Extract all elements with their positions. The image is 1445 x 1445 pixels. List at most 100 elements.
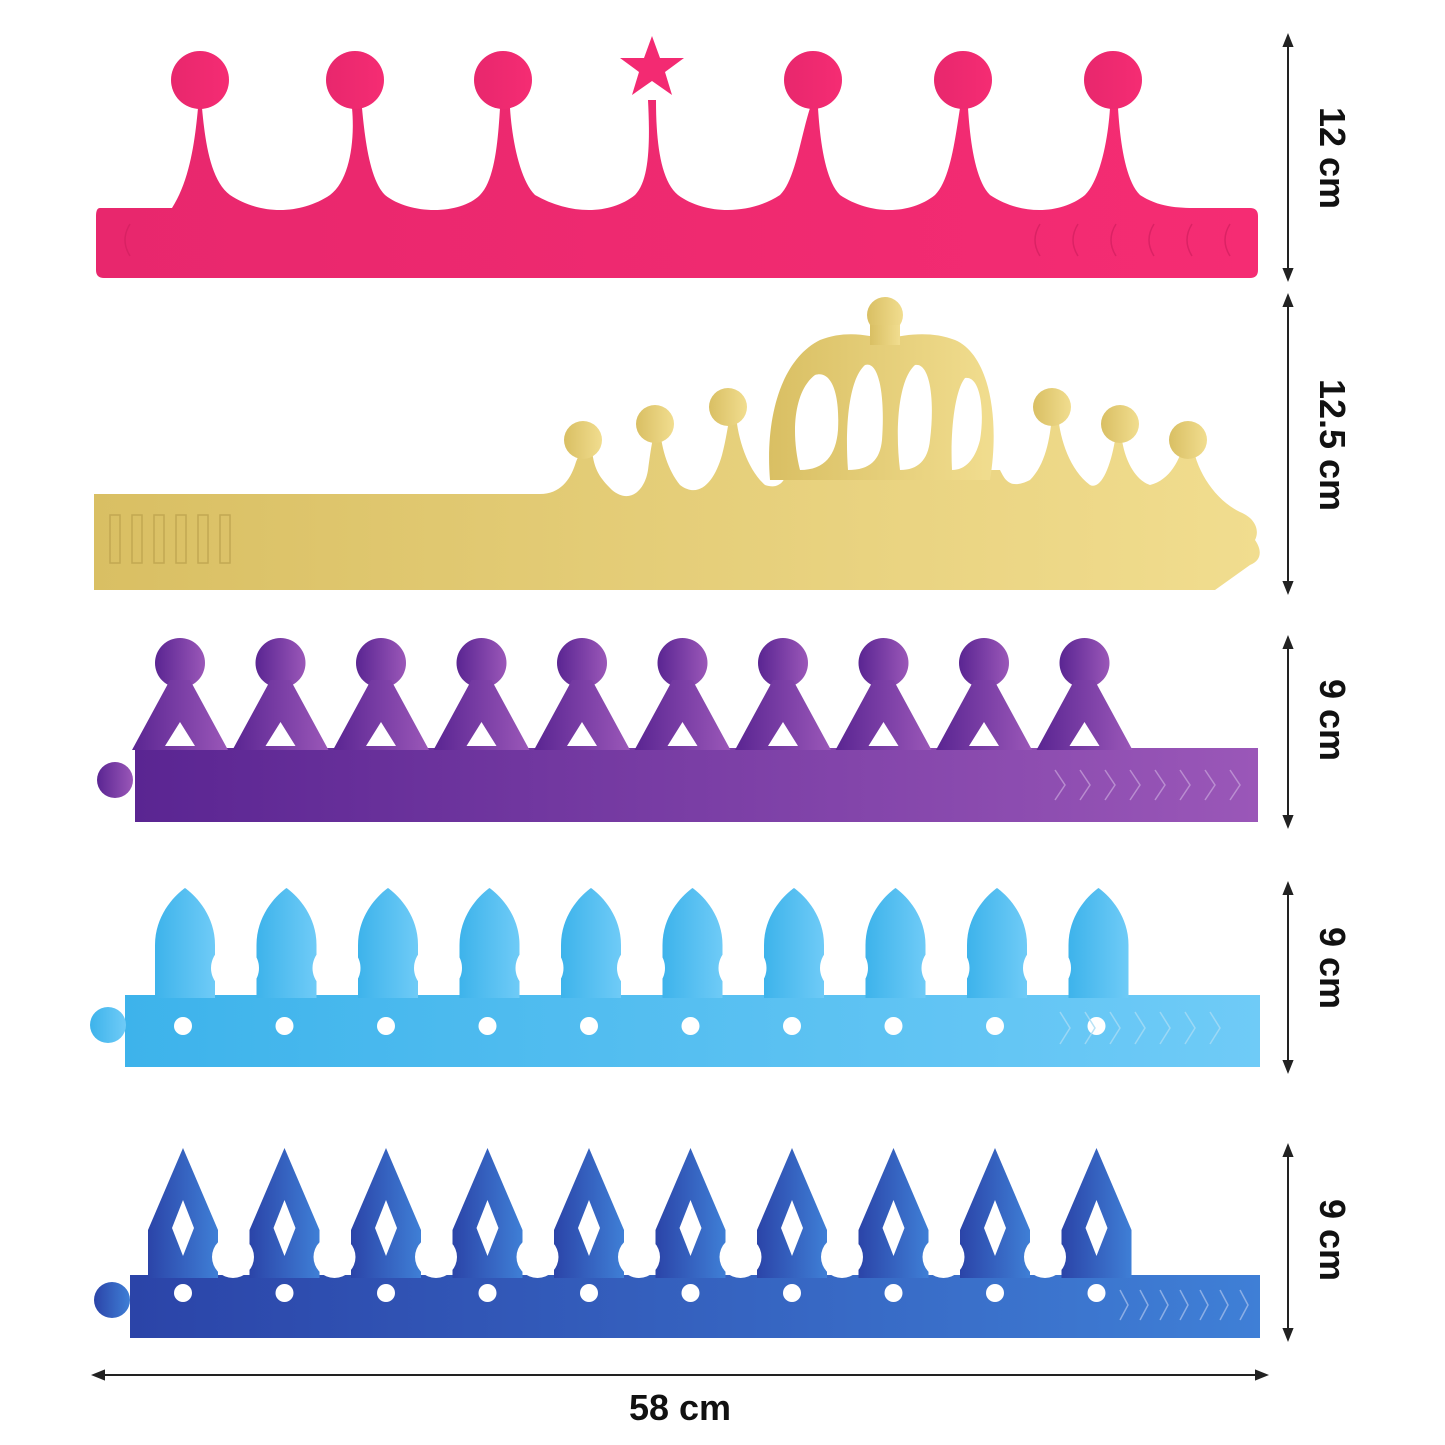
purple-tip-base (433, 680, 530, 750)
star-icon (620, 36, 684, 95)
height-label-gold: 12.5 cm (1312, 379, 1353, 511)
height-label-purple: 9 cm (1312, 679, 1353, 761)
sky-tip (358, 888, 418, 998)
round-notch (921, 944, 970, 992)
round-notch (820, 944, 868, 992)
triangle-cutout (969, 722, 999, 746)
purple-tip-base (735, 680, 831, 750)
purple-tip-base (534, 680, 630, 750)
sky-tip (1068, 888, 1129, 998)
diamond-cutout (578, 1200, 600, 1256)
dot-cutout (275, 1284, 294, 1302)
triangle-cutout (1069, 722, 1100, 746)
crown-purple (97, 638, 1258, 822)
dot-cutout (478, 1017, 497, 1035)
sky-tip (561, 888, 621, 998)
dot-cutout (478, 1284, 497, 1302)
purple-tip (959, 638, 1009, 688)
dot-cutout (783, 1284, 801, 1302)
dot-cutout (986, 1284, 1004, 1302)
crown-gold (94, 297, 1260, 590)
round-notch (515, 944, 564, 992)
crown-blue (94, 1148, 1260, 1338)
triangle-cutout (265, 722, 296, 746)
round-notch (212, 1236, 254, 1278)
dot-cutout (580, 1284, 598, 1302)
purple-tip-base (333, 680, 429, 750)
purple-tip (356, 638, 406, 688)
triangle-cutout (567, 722, 597, 746)
round-notch (617, 944, 665, 992)
purple-tip-base (1036, 680, 1133, 750)
round-notch (414, 944, 462, 992)
diamond-cutout (781, 1200, 803, 1256)
triangle-cutout (165, 722, 195, 746)
purple-tip-base (132, 680, 228, 750)
dot-cutout (783, 1017, 801, 1035)
purple-tip (1059, 638, 1110, 688)
diamond-cutout (679, 1200, 702, 1256)
purple-tip (255, 638, 306, 688)
height-label-sky: 9 cm (1312, 927, 1353, 1009)
dot-cutout (986, 1017, 1004, 1035)
round-notch (719, 1236, 762, 1278)
round-notch (922, 1236, 965, 1278)
sky-tip (662, 888, 723, 998)
purple-tip (155, 638, 205, 688)
dot-cutout (1087, 1017, 1106, 1035)
triangle-cutout (667, 722, 698, 746)
purple-tip (456, 638, 507, 688)
sky-tip (967, 888, 1027, 998)
round-notch (312, 944, 361, 992)
dimension-lines (91, 33, 1294, 1381)
purple-tip (557, 638, 607, 688)
sky-tip (256, 888, 317, 998)
sky-tip (764, 888, 824, 998)
purple-tip (758, 638, 808, 688)
dot-cutout (884, 1284, 903, 1302)
round-notch (1023, 944, 1071, 992)
diamond-cutout (1085, 1200, 1108, 1256)
round-notch (211, 944, 259, 992)
dot-cutout (174, 1017, 192, 1035)
height-label-pink: 12 cm (1312, 107, 1353, 209)
dot-cutout (884, 1017, 903, 1035)
round-notch (618, 1236, 660, 1278)
sky-tip (155, 888, 215, 998)
triangle-cutout (768, 722, 798, 746)
sky-tip (865, 888, 926, 998)
dot-cutout (275, 1017, 294, 1035)
diamond-cutout (172, 1200, 194, 1256)
purple-tip-base (634, 680, 731, 750)
crown-sky (90, 888, 1260, 1067)
dot-cutout (174, 1284, 192, 1302)
triangle-cutout (466, 722, 497, 746)
dot-cutout (580, 1017, 598, 1035)
triangle-cutout (868, 722, 899, 746)
diamond-cutout (882, 1200, 905, 1256)
diamond-cutout (984, 1200, 1006, 1256)
purple-tip-base (232, 680, 329, 750)
round-notch (415, 1236, 457, 1278)
dimension-labels: 12 cm 12.5 cm 9 cm 9 cm 9 cm 58 cm (629, 107, 1353, 1428)
round-notch (313, 1236, 356, 1278)
dot-cutout (377, 1284, 395, 1302)
purple-tip-base (835, 680, 932, 750)
dot-cutout (681, 1017, 700, 1035)
round-notch (1024, 1236, 1066, 1278)
purple-tip-base (936, 680, 1032, 750)
triangle-cutout (366, 722, 396, 746)
round-notch (516, 1236, 559, 1278)
dot-cutout (681, 1284, 700, 1302)
sky-tip (459, 888, 520, 998)
dot-cutout (1087, 1284, 1106, 1302)
round-notch (821, 1236, 863, 1278)
diamond-cutout (375, 1200, 397, 1256)
width-label: 58 cm (629, 1387, 731, 1428)
dot-cutout (377, 1017, 395, 1035)
purple-tip (657, 638, 708, 688)
purple-tip (858, 638, 909, 688)
round-notch (718, 944, 767, 992)
crown-pink (96, 36, 1258, 278)
